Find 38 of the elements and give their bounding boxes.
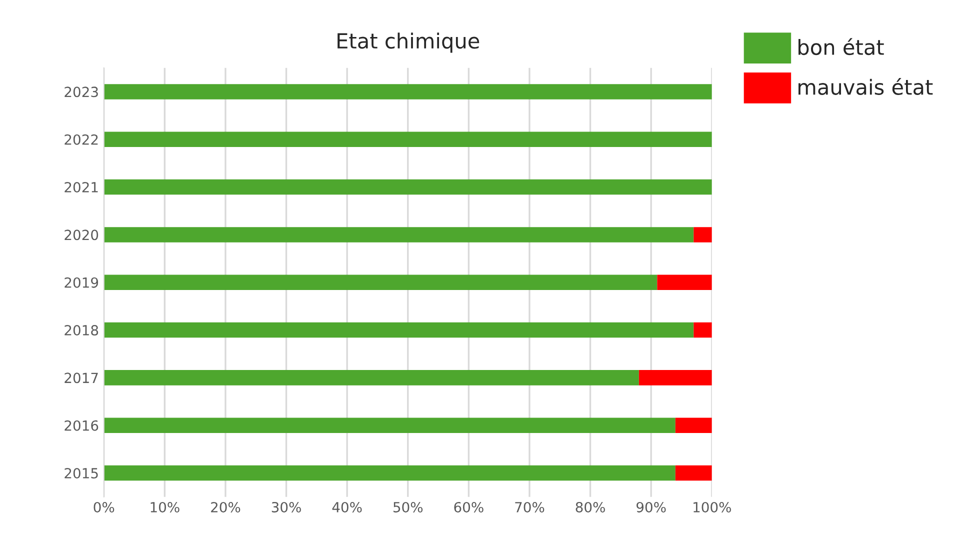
x-tick-label: 90%: [636, 502, 666, 512]
x-tick-label: 30%: [272, 502, 301, 512]
y-tick-label: 2015: [64, 468, 98, 478]
x-tick-label: 70%: [515, 502, 544, 512]
x-tick-label: 80%: [576, 502, 605, 512]
y-tick-label: 2022: [64, 134, 98, 145]
y-tick-label: 2023: [64, 86, 98, 98]
x-tick-label: 10%: [150, 502, 180, 512]
bar: [104, 132, 712, 147]
x-tick-label: 0%: [94, 502, 114, 512]
x-tick-label: 100%: [694, 502, 731, 512]
x-tick-label: 60%: [454, 502, 484, 512]
x-tick-label: 20%: [211, 502, 240, 512]
x-tick-label: 50%: [394, 502, 423, 512]
bar: [694, 227, 712, 242]
y-tick-label: 2019: [64, 277, 98, 288]
bar: [638, 370, 712, 386]
y-tick-label: 2020: [64, 230, 98, 240]
bar: [104, 465, 676, 481]
bar: [675, 418, 712, 433]
x-tick-label: 40%: [332, 502, 362, 512]
bar: [104, 179, 712, 195]
chart-title: Etat chimique: [338, 32, 480, 53]
bar: [694, 322, 712, 338]
bar: [104, 370, 639, 386]
legend-label: mauvais état: [798, 78, 933, 95]
y-tick-label: 2017: [64, 372, 98, 384]
bar: [675, 465, 712, 481]
bar: [657, 274, 712, 290]
bar: [104, 84, 712, 100]
y-tick-label: 2018: [64, 324, 98, 336]
y-tick-label: 2021: [64, 182, 98, 193]
y-tick-label: 2016: [64, 420, 98, 431]
legend-label: bon état: [798, 38, 884, 56]
bar: [104, 322, 694, 338]
bar: [104, 227, 694, 242]
bar: [104, 418, 676, 433]
bar: [104, 274, 658, 290]
